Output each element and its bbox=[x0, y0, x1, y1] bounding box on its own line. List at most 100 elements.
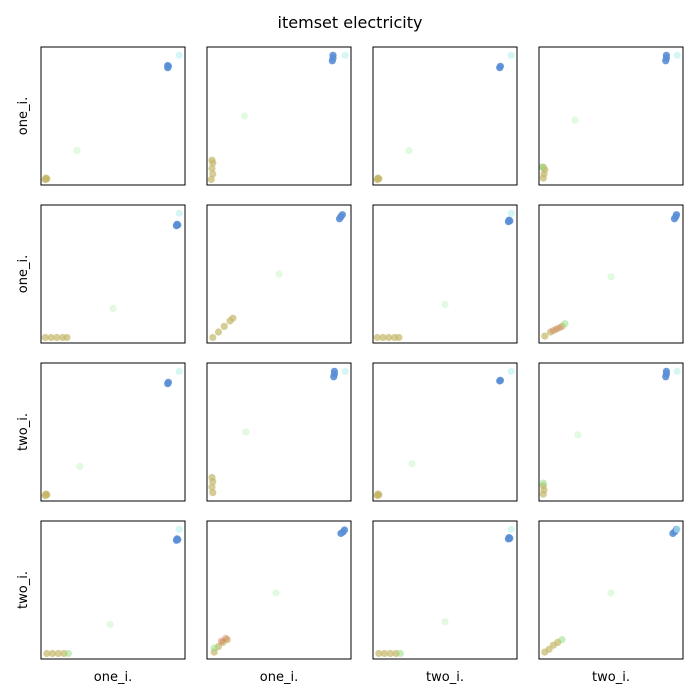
data-point bbox=[386, 649, 394, 658]
data-point bbox=[408, 460, 416, 468]
panel-frame bbox=[372, 520, 518, 660]
panel-frame bbox=[372, 362, 518, 502]
data-point bbox=[549, 327, 558, 335]
scatter-panel bbox=[40, 362, 186, 502]
data-point bbox=[541, 332, 549, 340]
column-axis-label: two_i. bbox=[426, 670, 464, 685]
scatter-panel bbox=[538, 362, 684, 502]
data-point bbox=[546, 328, 555, 336]
scatter-panel bbox=[372, 204, 518, 344]
scatter-panel bbox=[372, 520, 518, 660]
data-point bbox=[441, 618, 449, 626]
data-point bbox=[574, 431, 582, 439]
data-point bbox=[76, 462, 84, 471]
data-point bbox=[208, 483, 216, 491]
data-point bbox=[405, 146, 413, 155]
data-point bbox=[374, 174, 382, 182]
data-point bbox=[63, 333, 71, 342]
data-point bbox=[338, 211, 346, 219]
data-point bbox=[214, 328, 223, 336]
scatter-panel bbox=[372, 362, 518, 502]
data-point bbox=[507, 51, 515, 59]
data-point bbox=[496, 62, 504, 70]
data-point bbox=[48, 649, 57, 658]
data-point bbox=[209, 170, 217, 178]
data-point bbox=[395, 333, 403, 342]
data-point bbox=[208, 164, 216, 172]
data-point bbox=[173, 535, 181, 543]
panel-frame bbox=[206, 46, 352, 186]
scatter-panel bbox=[538, 204, 684, 344]
data-point bbox=[558, 636, 566, 644]
scatter-panel bbox=[372, 46, 518, 186]
data-point bbox=[340, 526, 349, 534]
panel-frame bbox=[40, 46, 186, 186]
data-point bbox=[207, 175, 215, 184]
data-point bbox=[109, 304, 117, 313]
data-point bbox=[208, 473, 216, 482]
data-point bbox=[173, 220, 181, 228]
data-point bbox=[538, 163, 546, 171]
data-point bbox=[561, 320, 569, 328]
panel-frame bbox=[372, 46, 518, 186]
data-point bbox=[210, 644, 218, 652]
data-point bbox=[41, 333, 49, 342]
scatter-panel bbox=[40, 204, 186, 344]
panel-frame bbox=[538, 520, 684, 660]
scatter-panel bbox=[538, 46, 684, 186]
data-point bbox=[217, 637, 225, 645]
data-point bbox=[229, 314, 237, 322]
panel-grid bbox=[40, 46, 684, 660]
data-point bbox=[275, 270, 283, 278]
data-point bbox=[64, 649, 72, 658]
scatter-panel bbox=[206, 204, 352, 344]
data-point bbox=[106, 620, 114, 629]
column-axis-label: one_i. bbox=[94, 670, 132, 685]
chart-title: itemset electricity bbox=[278, 13, 423, 32]
data-point bbox=[607, 273, 615, 281]
row-axis-label: two_i. bbox=[16, 571, 31, 609]
data-point bbox=[209, 489, 217, 497]
data-point bbox=[175, 367, 183, 375]
data-point bbox=[164, 62, 172, 70]
panel-frame bbox=[538, 362, 684, 502]
data-point bbox=[673, 51, 681, 59]
scatter-panel bbox=[538, 520, 684, 660]
scatter-panel bbox=[206, 520, 352, 660]
panel-frame bbox=[206, 520, 352, 660]
data-point bbox=[385, 333, 393, 342]
data-point bbox=[373, 333, 381, 342]
data-point bbox=[673, 525, 681, 533]
data-point bbox=[272, 589, 280, 597]
data-point bbox=[329, 51, 337, 59]
data-point bbox=[505, 216, 513, 224]
data-point bbox=[175, 209, 183, 217]
data-point bbox=[555, 324, 563, 332]
data-point bbox=[662, 51, 671, 59]
data-point bbox=[208, 156, 216, 164]
column-axis-label: two_i. bbox=[592, 670, 630, 685]
data-point bbox=[43, 649, 51, 658]
data-point bbox=[42, 174, 50, 182]
data-point bbox=[222, 634, 230, 642]
data-point bbox=[175, 525, 183, 533]
data-point bbox=[380, 649, 389, 658]
data-point bbox=[209, 333, 217, 342]
data-point bbox=[341, 367, 349, 375]
data-point bbox=[507, 209, 515, 217]
data-point bbox=[496, 376, 504, 384]
row-axis-label: two_i. bbox=[16, 413, 31, 451]
data-point bbox=[341, 51, 349, 59]
data-point bbox=[673, 367, 681, 375]
data-point bbox=[220, 322, 228, 330]
panel-frame bbox=[40, 520, 186, 660]
data-point bbox=[240, 112, 248, 120]
data-point bbox=[47, 333, 55, 342]
data-point bbox=[53, 333, 61, 342]
column-labels: one_i. one_i. two_i. two_i. bbox=[94, 670, 630, 685]
panel-frame bbox=[538, 46, 684, 186]
scatter-panel bbox=[206, 362, 352, 502]
data-point bbox=[507, 367, 515, 375]
data-point bbox=[164, 378, 172, 386]
